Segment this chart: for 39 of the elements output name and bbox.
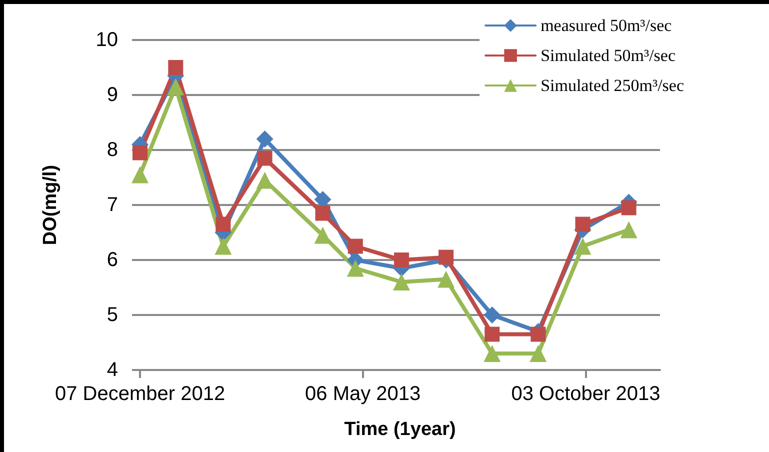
y-tick-label: 6 [106, 249, 118, 271]
y-tick-label: 7 [106, 194, 118, 216]
point [530, 326, 546, 342]
point [438, 250, 454, 265]
legend-label: measured 50m³/sec [540, 16, 672, 35]
point [621, 200, 636, 216]
y-tick-label: 9 [106, 84, 118, 106]
point [574, 238, 592, 255]
point [256, 130, 274, 148]
point [167, 78, 184, 96]
x-tick-label: 06 May 2013 [305, 383, 421, 405]
point [484, 345, 501, 362]
point [314, 191, 332, 208]
point [575, 216, 590, 232]
x-tick-label: 03 October 2013 [511, 383, 660, 405]
legend-label: Simulated 50m³/sec [540, 46, 676, 65]
point [530, 345, 547, 362]
y-tick-label: 8 [106, 139, 118, 161]
x-tick-label: 07 December 2012 [54, 383, 226, 405]
point [348, 238, 363, 254]
point [132, 166, 148, 184]
y-tick-label: 5 [106, 304, 118, 326]
point [257, 150, 272, 166]
point [214, 238, 232, 255]
y-tick-label: 10 [96, 29, 118, 51]
point [484, 306, 501, 324]
point [168, 60, 184, 75]
point [484, 326, 500, 342]
legend-label: Simulated 250m³/sec [540, 76, 684, 95]
y-axis-title: DO(mg/l) [40, 164, 61, 246]
point [438, 270, 455, 288]
x-axis-title: Time (1year) [344, 419, 456, 440]
point [620, 221, 638, 238]
point [346, 260, 364, 277]
point [394, 252, 409, 268]
point [315, 206, 330, 221]
point [392, 274, 410, 290]
point [216, 216, 231, 232]
y-tick-label: 4 [106, 359, 118, 381]
